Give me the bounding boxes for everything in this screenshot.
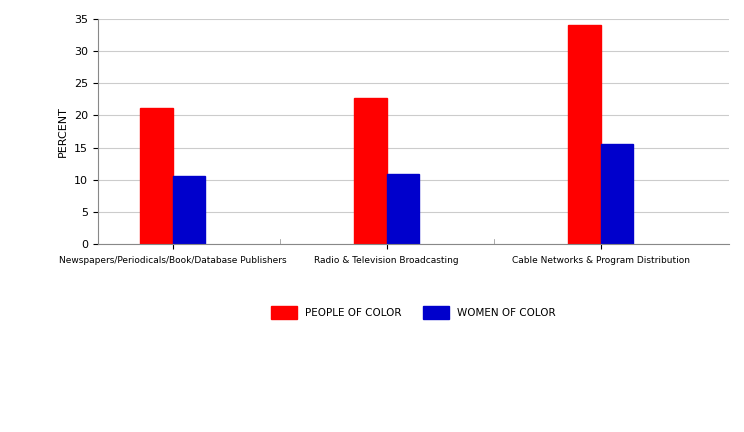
Y-axis label: PERCENT: PERCENT xyxy=(58,106,68,157)
Bar xyxy=(600,144,632,244)
Bar xyxy=(354,98,387,244)
Legend: PEOPLE OF COLOR, WOMEN OF COLOR: PEOPLE OF COLOR, WOMEN OF COLOR xyxy=(266,301,561,324)
Bar xyxy=(141,108,173,244)
Bar xyxy=(173,177,205,244)
Bar xyxy=(568,25,600,244)
Bar xyxy=(387,174,419,244)
